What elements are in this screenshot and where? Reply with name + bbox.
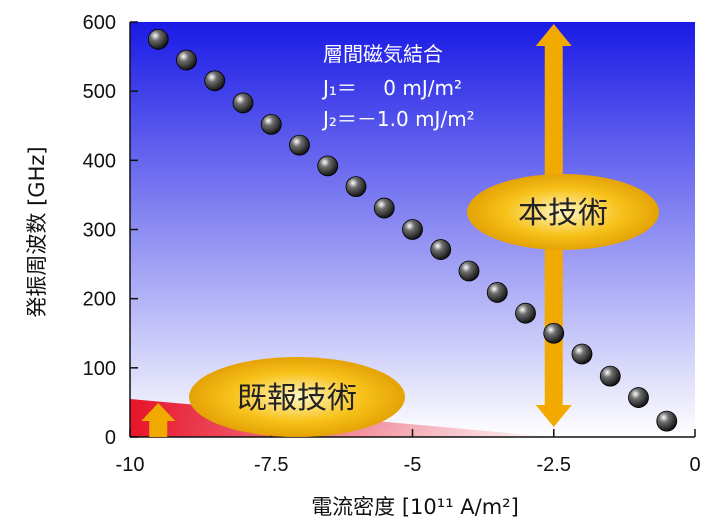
data-point <box>599 365 621 387</box>
data-point <box>571 343 593 365</box>
y-tick-label: 500 <box>83 81 116 103</box>
data-point <box>176 49 197 71</box>
annotation-line-3: J₂＝－1.0 mJ/m² <box>321 107 475 131</box>
y-tick-label: 600 <box>83 12 116 34</box>
previous-label: 既報技術 <box>237 381 357 416</box>
data-point <box>628 387 649 408</box>
y-tick-label: 400 <box>83 150 116 172</box>
x-tick-label: -5 <box>404 454 422 476</box>
data-point <box>317 155 339 177</box>
data-point <box>204 70 226 92</box>
previous-up-arrow-shape <box>141 402 176 437</box>
x-tick-label: 0 <box>689 454 700 476</box>
data-point <box>147 28 169 50</box>
data-point <box>232 92 254 114</box>
data-point <box>543 322 565 344</box>
data-point <box>260 113 282 135</box>
x-tick-label: -10 <box>116 454 145 476</box>
proposed-label: 本技術 <box>518 196 608 231</box>
data-point <box>345 176 367 198</box>
annotation-line-2: J₁＝ 0 mJ/m² <box>321 76 462 100</box>
data-point <box>373 197 395 219</box>
data-point <box>486 282 508 303</box>
data-point <box>402 219 423 240</box>
data-point <box>458 260 480 282</box>
y-tick-label: 200 <box>83 289 116 311</box>
y-tick-label: 0 <box>105 427 116 449</box>
proposed-label-oval <box>467 174 659 250</box>
x-axis-label: 電流密度 [10¹¹ A/m²] <box>311 495 519 519</box>
previous-label-oval <box>189 357 405 437</box>
x-tick-label: -7.5 <box>254 454 288 476</box>
y-tick-label: 300 <box>83 220 116 242</box>
y-axis-label: 発振周波数 [GHz] <box>25 146 49 317</box>
data-point <box>430 239 452 260</box>
previous-up-arrow <box>141 402 176 437</box>
data-point <box>515 302 536 324</box>
annotation-line-1: 層間磁気結合 <box>323 42 443 66</box>
x-tick-label: -2.5 <box>537 454 571 476</box>
data-point <box>656 410 678 432</box>
data-point <box>289 134 310 156</box>
y-tick-label: 100 <box>83 358 116 380</box>
